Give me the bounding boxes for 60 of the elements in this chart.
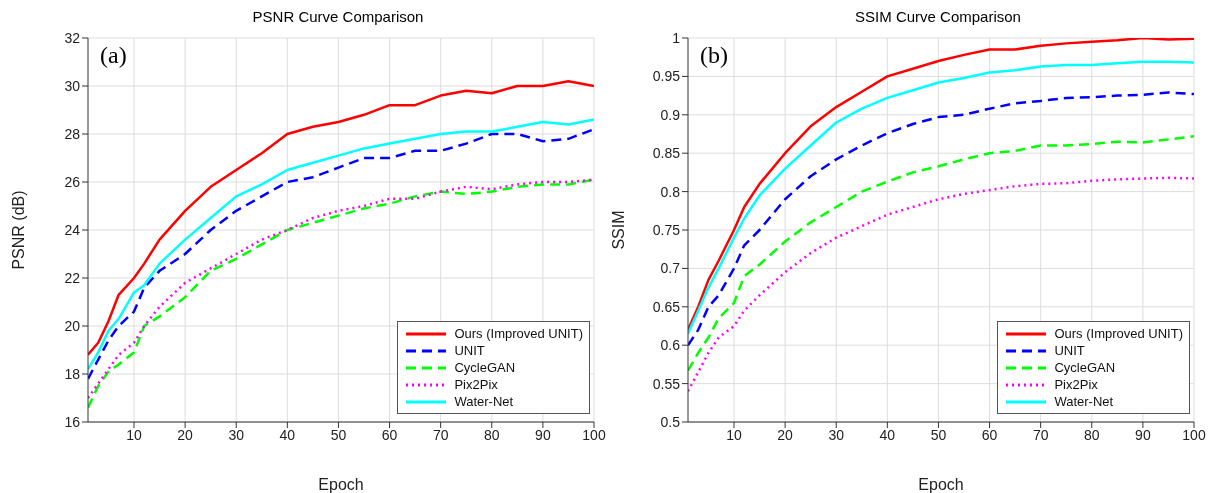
x-tick-label: 10 — [726, 426, 742, 443]
x-tick-label: 90 — [535, 426, 551, 443]
x-tick-label: 50 — [930, 426, 947, 443]
y-axis-title: PSNR (dB) — [9, 190, 27, 270]
legend-label: UNIT — [454, 343, 485, 358]
line-series — [88, 79, 594, 357]
legend-label: CycleGAN — [454, 360, 516, 375]
x-tick-label: 40 — [879, 426, 896, 443]
y-tick-label: 0.8 — [660, 183, 681, 200]
y-tick-label: 0.75 — [652, 221, 681, 238]
legend-label: Ours (Improved UNIT) — [454, 326, 583, 341]
x-tick-label: 30 — [828, 426, 845, 443]
annotation: (b) — [700, 42, 728, 69]
legend-label: Pix2Pix — [1054, 377, 1098, 392]
legend-label: Pix2Pix — [454, 377, 498, 392]
x-tick-label: 20 — [177, 426, 194, 443]
y-tick-label: 32 — [64, 29, 81, 46]
y-tick-label: 0.5 — [660, 413, 681, 430]
x-tick-label: 80 — [483, 426, 500, 443]
x-tick-label: 70 — [432, 426, 449, 443]
chart-title: SSIM Curve Comparison — [854, 8, 1022, 27]
line-series — [688, 176, 1194, 393]
legend-label: CycleGAN — [1054, 360, 1116, 375]
x-tick-label: 50 — [330, 426, 347, 443]
y-tick-label: 20 — [64, 317, 81, 334]
x-tick-label: 30 — [228, 426, 245, 443]
y-tick-label: 0.85 — [652, 145, 681, 162]
legend-label: Ours (Improved UNIT) — [1054, 326, 1183, 341]
x-axis-title: Epoch — [918, 476, 964, 493]
y-tick-label: 0.95 — [652, 68, 681, 85]
x-tick-label: 90 — [1135, 426, 1151, 443]
y-tick-label: 0.6 — [660, 337, 681, 354]
y-axis-title: SSIM — [609, 210, 627, 250]
x-tick-label: 100 — [1182, 426, 1206, 443]
y-tick-label: 1 — [672, 29, 681, 46]
x-axis-title: Epoch — [318, 476, 364, 493]
y-tick-label: 0.55 — [652, 375, 681, 392]
y-tick-label: 16 — [64, 413, 81, 430]
y-tick-label: 0.7 — [660, 260, 681, 277]
annotation: (a) — [100, 42, 127, 69]
x-tick-label: 20 — [777, 426, 794, 443]
x-tick-label: 70 — [1032, 426, 1049, 443]
x-tick-label: 10 — [126, 426, 142, 443]
x-tick-label: 100 — [582, 426, 606, 443]
x-tick-label: 60 — [381, 426, 398, 443]
y-tick-label: 24 — [64, 221, 81, 238]
y-tick-label: 28 — [64, 125, 81, 142]
x-tick-label: 40 — [279, 426, 296, 443]
y-tick-label: 0.65 — [652, 298, 681, 315]
x-tick-label: 80 — [1083, 426, 1100, 443]
legend-label: Water-Net — [454, 394, 514, 409]
chart-title: PSNR Curve Comparison — [251, 8, 425, 27]
legend-label: Water-Net — [1054, 394, 1114, 409]
y-tick-label: 18 — [64, 365, 81, 382]
y-tick-label: 22 — [64, 269, 81, 286]
y-tick-label: 30 — [64, 77, 81, 94]
y-tick-label: 0.9 — [660, 106, 681, 123]
x-tick-label: 60 — [981, 426, 998, 443]
legend-label: UNIT — [1054, 343, 1085, 358]
y-tick-label: 26 — [64, 173, 81, 190]
